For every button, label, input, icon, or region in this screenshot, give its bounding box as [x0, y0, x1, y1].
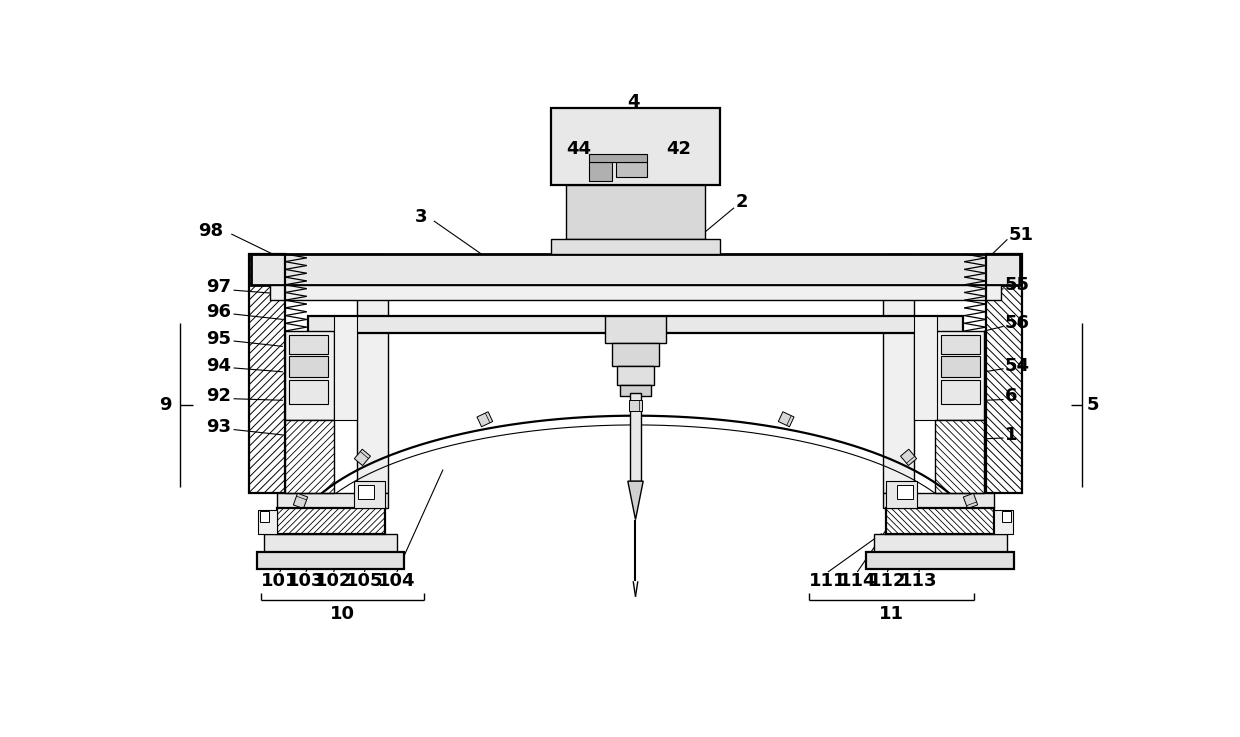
Text: 96: 96 — [206, 303, 231, 321]
Bar — [334, 315, 357, 419]
Bar — [249, 254, 285, 493]
Polygon shape — [294, 493, 308, 509]
Bar — [289, 335, 327, 354]
Bar — [551, 108, 720, 185]
Bar — [618, 366, 653, 385]
Text: 93: 93 — [206, 418, 231, 436]
Bar — [874, 534, 1007, 552]
Text: 104: 104 — [378, 572, 415, 590]
Text: 92: 92 — [206, 388, 231, 405]
Bar — [986, 254, 1022, 493]
Polygon shape — [477, 412, 492, 427]
Bar — [630, 393, 641, 481]
Bar — [1002, 511, 1012, 522]
Text: 55: 55 — [1006, 276, 1030, 294]
Bar — [935, 419, 983, 493]
Bar — [986, 254, 1022, 493]
Text: 101: 101 — [260, 572, 299, 590]
Bar — [309, 315, 962, 333]
Polygon shape — [627, 481, 644, 520]
Text: 5: 5 — [1086, 396, 1099, 414]
Bar — [257, 552, 404, 569]
Text: 11: 11 — [879, 604, 904, 623]
Bar — [278, 508, 386, 534]
Bar — [249, 254, 285, 493]
Bar — [589, 161, 613, 181]
Bar — [258, 511, 278, 534]
Bar — [589, 154, 647, 161]
Bar — [993, 511, 1013, 534]
Bar — [941, 335, 980, 354]
Text: 6: 6 — [1006, 388, 1018, 405]
Text: 4: 4 — [627, 94, 640, 111]
Bar — [620, 385, 651, 397]
Text: 9: 9 — [160, 396, 172, 414]
Bar — [914, 315, 937, 419]
Bar — [551, 239, 720, 254]
Bar — [285, 331, 334, 419]
Text: 98: 98 — [198, 222, 223, 240]
Bar — [885, 508, 993, 534]
Text: 114: 114 — [838, 572, 875, 590]
Bar — [883, 493, 993, 508]
Bar — [935, 331, 983, 419]
Text: 42: 42 — [666, 139, 692, 158]
Text: 10: 10 — [330, 604, 355, 623]
Bar — [885, 508, 993, 534]
Text: 112: 112 — [868, 572, 906, 590]
Polygon shape — [963, 493, 977, 509]
Bar — [289, 356, 327, 377]
Polygon shape — [630, 400, 641, 411]
Bar — [941, 356, 980, 377]
Bar — [355, 481, 386, 508]
Bar — [883, 254, 914, 493]
Text: 44: 44 — [567, 139, 591, 158]
Polygon shape — [900, 450, 916, 466]
Polygon shape — [355, 450, 371, 466]
Bar — [289, 380, 327, 404]
Bar — [616, 161, 647, 177]
Bar — [357, 254, 388, 493]
Bar — [358, 485, 373, 499]
Bar — [264, 534, 397, 552]
Text: 105: 105 — [346, 572, 383, 590]
Bar — [250, 254, 1021, 284]
Text: 95: 95 — [206, 329, 231, 348]
Bar — [285, 419, 334, 493]
Bar — [567, 185, 704, 239]
Bar — [605, 315, 666, 343]
Bar — [885, 481, 916, 508]
Text: 113: 113 — [900, 572, 937, 590]
Text: 51: 51 — [1009, 226, 1034, 244]
Polygon shape — [779, 412, 794, 427]
Bar — [613, 343, 658, 366]
Text: 1: 1 — [1006, 426, 1018, 444]
Text: 3: 3 — [414, 208, 427, 226]
Bar — [935, 419, 983, 493]
Bar — [867, 552, 1014, 569]
Bar — [278, 493, 388, 508]
Bar — [259, 511, 269, 522]
Text: 2: 2 — [735, 193, 748, 212]
Text: 111: 111 — [810, 572, 847, 590]
Text: 102: 102 — [315, 572, 352, 590]
Bar — [941, 380, 980, 404]
Text: 56: 56 — [1006, 314, 1030, 332]
Bar — [285, 419, 334, 493]
Text: 103: 103 — [288, 572, 325, 590]
Bar — [278, 508, 386, 534]
Bar — [270, 284, 1001, 300]
Text: 54: 54 — [1006, 357, 1030, 374]
Text: 94: 94 — [206, 357, 231, 374]
Bar — [898, 485, 913, 499]
Text: 97: 97 — [206, 278, 231, 296]
